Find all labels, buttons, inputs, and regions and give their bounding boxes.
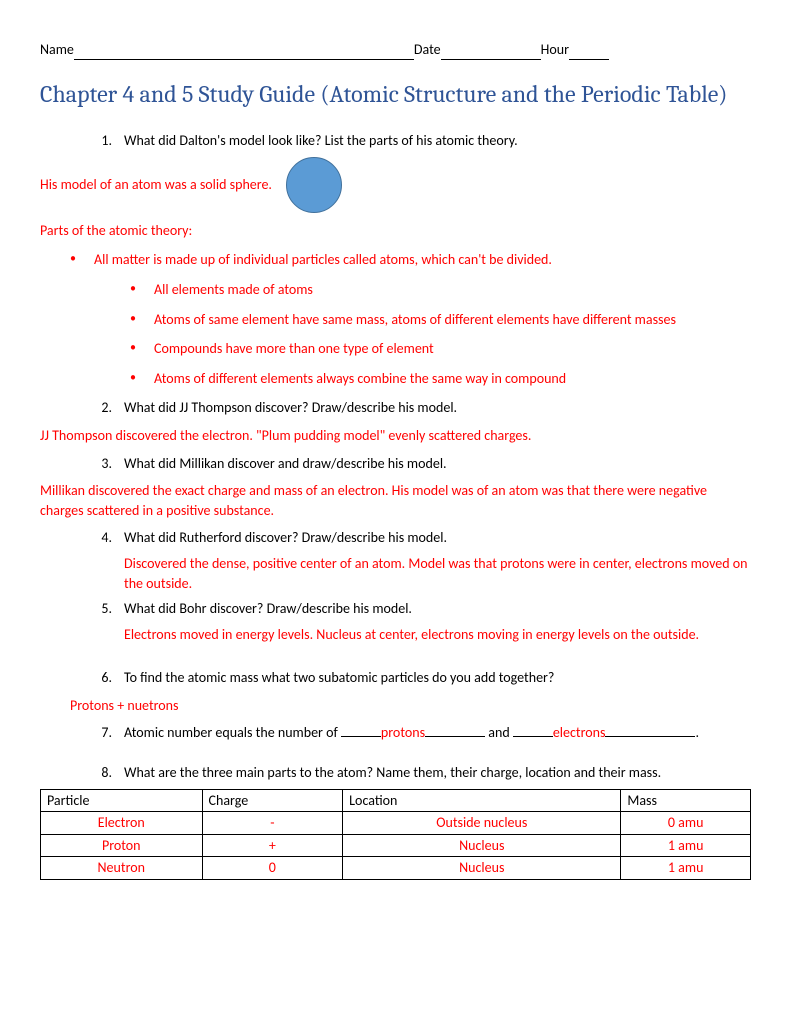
q8-number: 8. — [40, 763, 124, 783]
q3-text: What did Millikan discover and draw/desc… — [124, 454, 751, 474]
cell: 1 amu — [621, 834, 751, 857]
table-row: Proton + Nucleus 1 amu — [41, 834, 751, 857]
answer-4: Discovered the dense, positive center of… — [124, 554, 751, 593]
th-location: Location — [343, 789, 621, 812]
hour-blank — [569, 40, 609, 60]
worksheet-header: Name Date Hour — [40, 40, 751, 60]
a1-bullet-3: Atoms of same element have same mass, at… — [100, 310, 751, 330]
answer-6: Protons + nuetrons — [70, 696, 751, 716]
question-6: 6. To find the atomic mass what two suba… — [40, 668, 751, 688]
cell: 0 amu — [621, 812, 751, 835]
name-blank — [74, 40, 414, 60]
q6-text: To find the atomic mass what two subatom… — [124, 668, 751, 688]
answer-1-line1-row: His model of an atom was a solid sphere. — [40, 157, 751, 213]
question-7: 7. Atomic number equals the number of pr… — [40, 723, 751, 743]
blank — [513, 724, 553, 737]
answer-2: JJ Thompson discovered the electron. "Pl… — [40, 426, 751, 446]
hour-label: Hour — [541, 40, 569, 60]
q2-number: 2. — [40, 398, 124, 418]
q3-number: 3. — [40, 454, 124, 474]
cell: Nucleus — [343, 834, 621, 857]
question-1: 1. What did Dalton's model look like? Li… — [40, 131, 751, 151]
bullet-icon — [100, 369, 154, 387]
a1-bullet-5: Atoms of different elements always combi… — [100, 369, 751, 389]
table-row: Neutron 0 Nucleus 1 amu — [41, 857, 751, 880]
q6-number: 6. — [40, 668, 124, 688]
cell: 0 — [202, 857, 343, 880]
a1-bullet-2: All elements made of atoms — [100, 280, 751, 300]
cell: - — [202, 812, 343, 835]
cell: + — [202, 834, 343, 857]
q2-text: What did JJ Thompson discover? Draw/desc… — [124, 398, 751, 418]
particle-table: Particle Charge Location Mass Electron -… — [40, 789, 751, 880]
sphere-icon — [286, 157, 342, 213]
q7-mid: and — [485, 724, 513, 741]
q7-ans2: electrons — [553, 724, 606, 741]
answer-1-line2: Parts of the atomic theory: — [40, 221, 751, 241]
q4-text: What did Rutherford discover? Draw/descr… — [124, 528, 751, 548]
question-3: 3. What did Millikan discover and draw/d… — [40, 454, 751, 474]
th-mass: Mass — [621, 789, 751, 812]
cell: Nucleus — [343, 857, 621, 880]
blank — [341, 724, 381, 737]
question-5: 5. What did Bohr discover? Draw/describe… — [40, 599, 751, 619]
q7-number: 7. — [40, 723, 124, 743]
cell: Neutron — [41, 857, 203, 880]
table-header-row: Particle Charge Location Mass — [41, 789, 751, 812]
bullet-icon — [40, 250, 94, 268]
a1-bullet-4: Compounds have more than one type of ele… — [100, 339, 751, 359]
a1-b2-text: All elements made of atoms — [154, 280, 751, 300]
answer-1-line1: His model of an atom was a solid sphere. — [40, 175, 272, 195]
bullet-icon — [100, 339, 154, 357]
a1-b1-text: All matter is made up of individual part… — [94, 250, 751, 270]
cell: Proton — [41, 834, 203, 857]
blank — [425, 724, 485, 737]
answer-5-row: Electrons moved in energy levels. Nucleu… — [40, 625, 751, 645]
q1-number: 1. — [40, 131, 124, 151]
th-particle: Particle — [41, 789, 203, 812]
answer-3: Millikan discovered the exact charge and… — [40, 481, 751, 520]
bullet-icon — [100, 310, 154, 328]
date-label: Date — [414, 40, 441, 60]
table-row: Electron - Outside nucleus 0 amu — [41, 812, 751, 835]
question-2: 2. What did JJ Thompson discover? Draw/d… — [40, 398, 751, 418]
date-blank — [441, 40, 541, 60]
a1-b3-text: Atoms of same element have same mass, at… — [154, 310, 751, 330]
cell: Electron — [41, 812, 203, 835]
q5-number: 5. — [40, 599, 124, 619]
th-charge: Charge — [202, 789, 343, 812]
q1-text: What did Dalton's model look like? List … — [124, 131, 751, 151]
q7-ans1: protons — [381, 724, 425, 741]
answer-5: Electrons moved in energy levels. Nucleu… — [124, 625, 751, 645]
page-title: Chapter 4 and 5 Study Guide (Atomic Stru… — [40, 78, 751, 112]
name-label: Name — [40, 40, 74, 60]
a1-bullet-1: All matter is made up of individual part… — [40, 250, 751, 270]
question-4: 4. What did Rutherford discover? Draw/de… — [40, 528, 751, 548]
q5-text: What did Bohr discover? Draw/describe hi… — [124, 599, 751, 619]
q8-text: What are the three main parts to the ato… — [124, 763, 751, 783]
bullet-icon — [100, 280, 154, 298]
cell: Outside nucleus — [343, 812, 621, 835]
q4-number: 4. — [40, 528, 124, 548]
q7-post: . — [695, 724, 699, 741]
question-8: 8. What are the three main parts to the … — [40, 763, 751, 783]
a1-b4-text: Compounds have more than one type of ele… — [154, 339, 751, 359]
answer-4-row: Discovered the dense, positive center of… — [40, 554, 751, 593]
a1-b5-text: Atoms of different elements always combi… — [154, 369, 751, 389]
cell: 1 amu — [621, 857, 751, 880]
q7-pre: Atomic number equals the number of — [124, 724, 341, 741]
blank — [605, 724, 695, 737]
q7-text: Atomic number equals the number of proto… — [124, 723, 751, 743]
